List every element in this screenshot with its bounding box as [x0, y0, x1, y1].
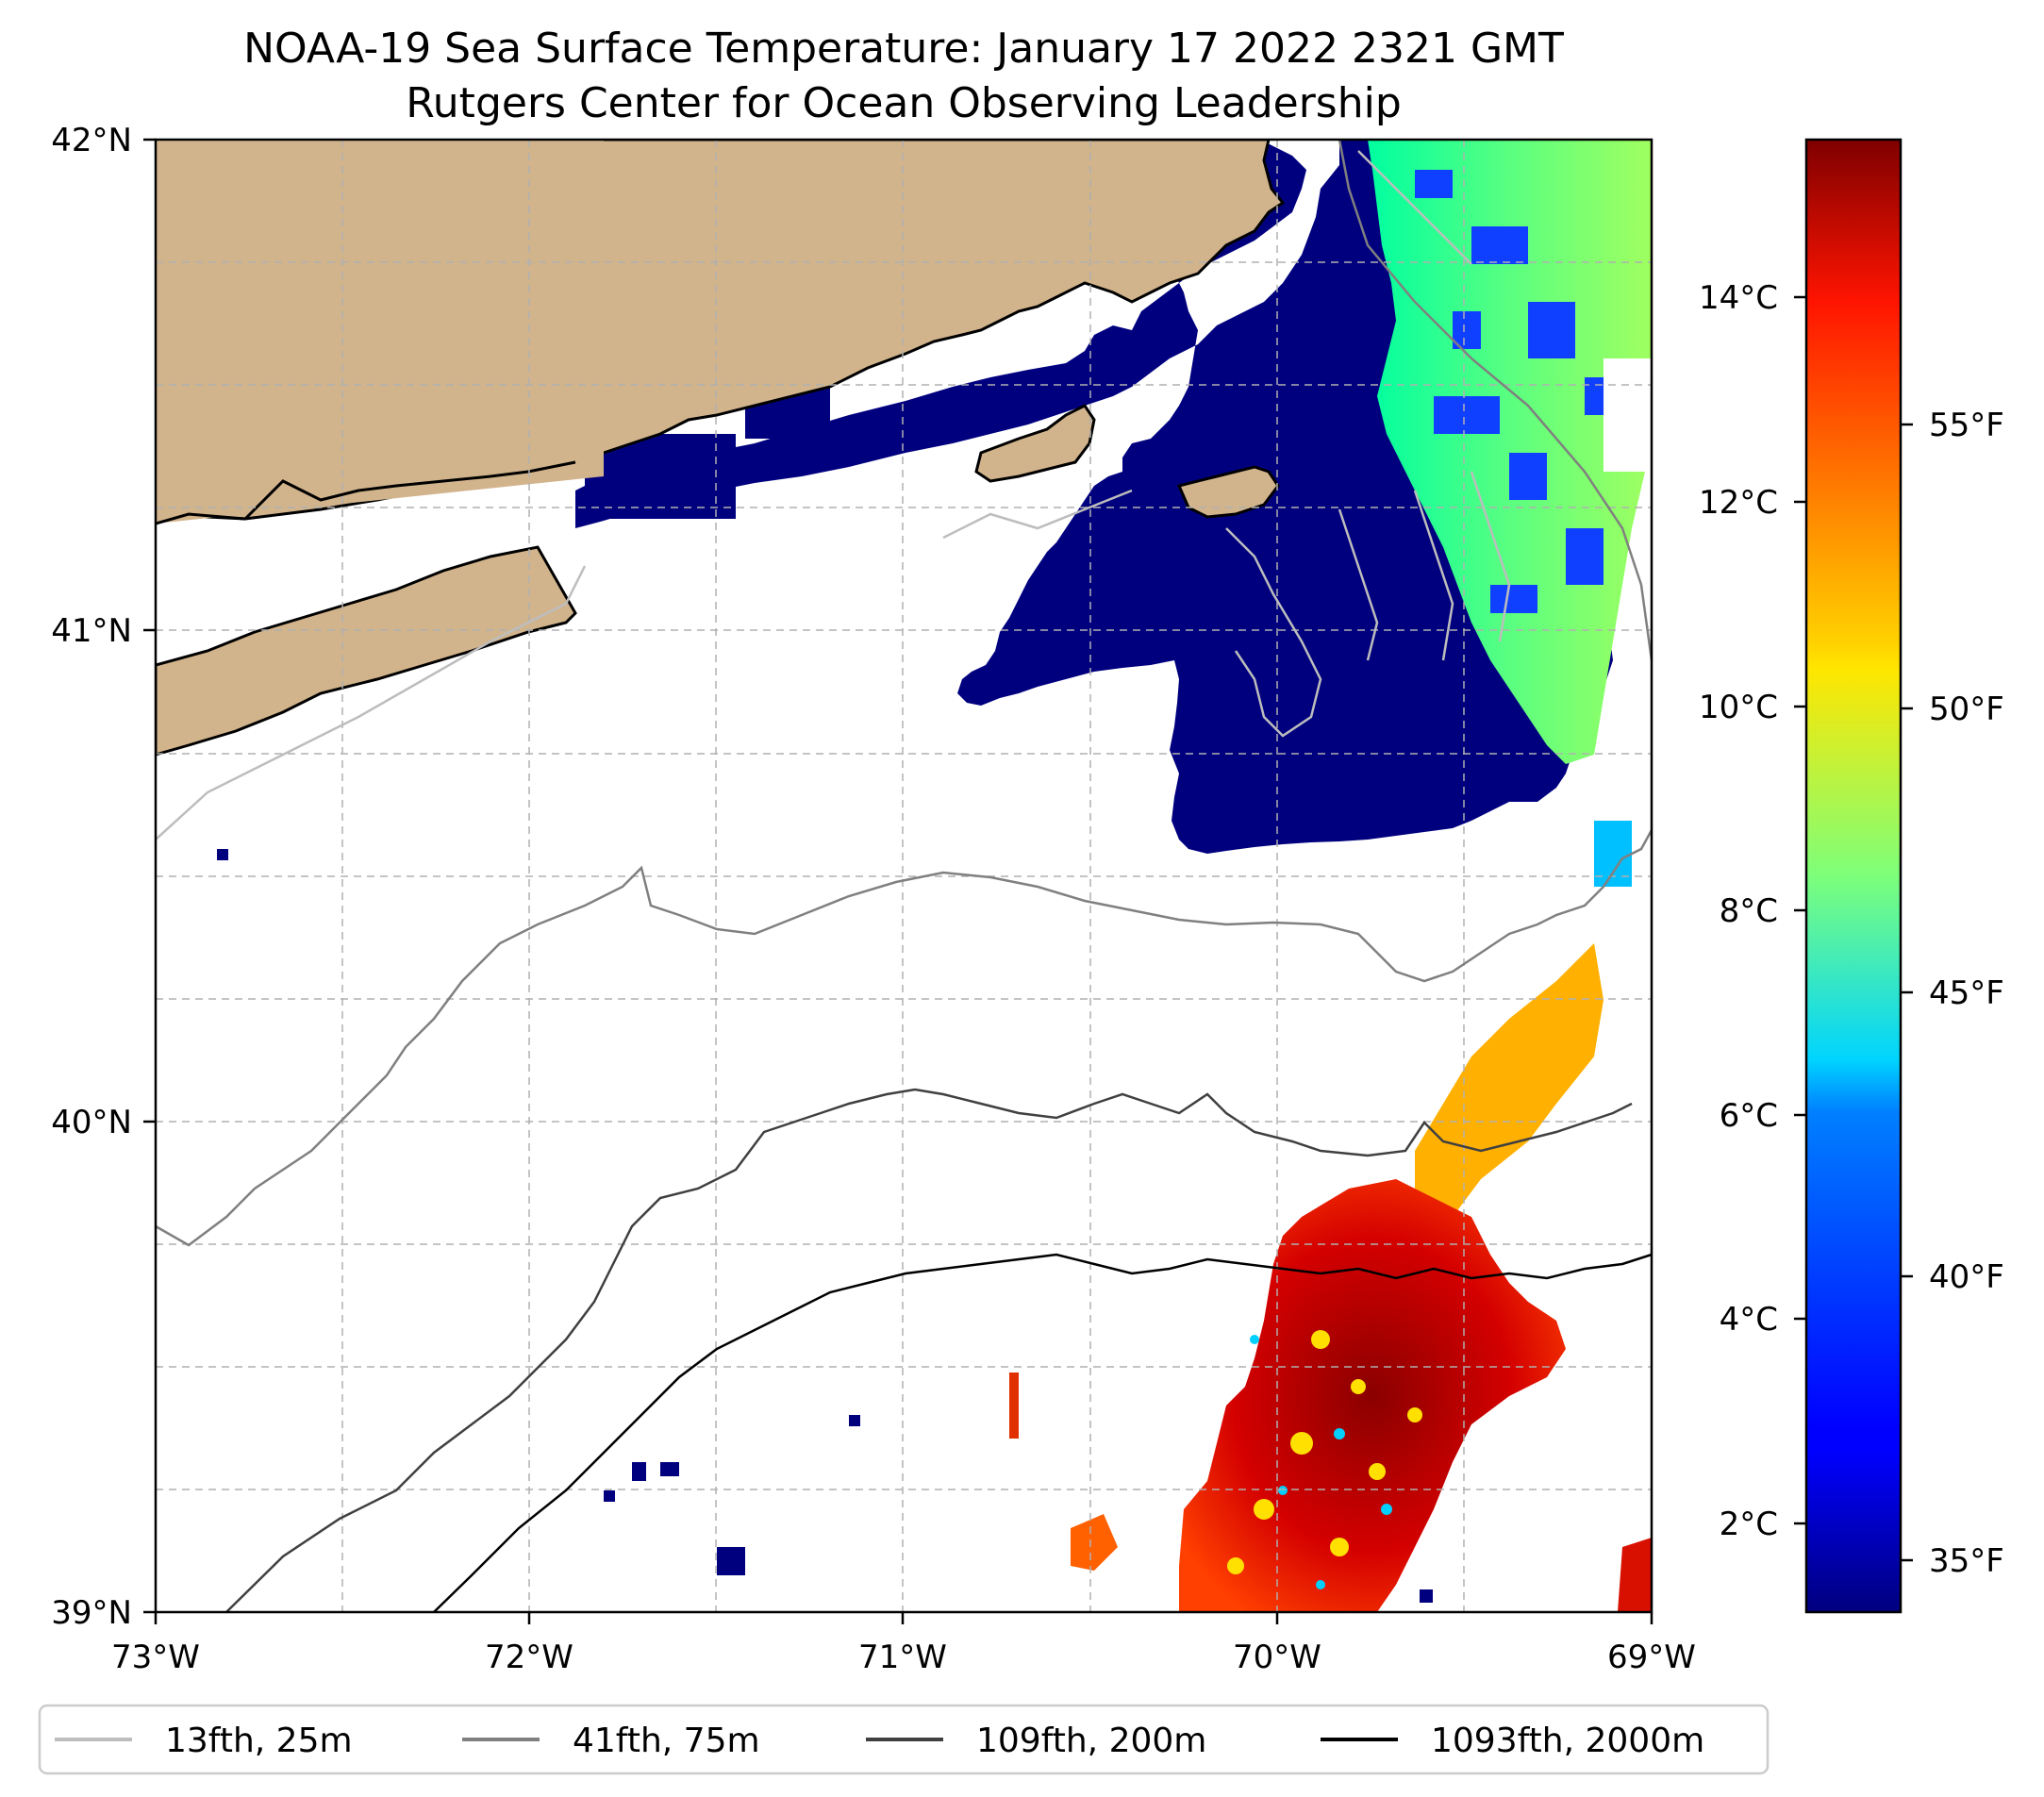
sst-shelf-region [1368, 140, 1652, 764]
axis-ticks [143, 138, 1653, 1624]
colorbar-label-2c: 2°C [1720, 1506, 1778, 1543]
lat-label-41n: 41°N [51, 612, 132, 650]
sst-cold-specks-south [217, 849, 1433, 1603]
coast-outline-south-ct [156, 460, 576, 525]
colorbar-label-50f: 50°F [1929, 691, 2004, 728]
legend-label-2000m: 1093fth, 2000m [1431, 1722, 1704, 1760]
gridlines [156, 140, 1652, 1612]
sst-warm-cool-spots [1250, 1335, 1392, 1589]
colorbar-ticks-f [1901, 423, 1913, 1562]
contour-25m [156, 150, 1511, 840]
sst-warm-speckle [1227, 1330, 1422, 1574]
lon-label-70w: 70°W [1233, 1639, 1321, 1676]
land-ct-coast-fill [156, 140, 604, 524]
contour-2000m [433, 1253, 1652, 1612]
land-nantucket [1176, 465, 1280, 519]
map-panel [156, 140, 1652, 1612]
legend: 13fth, 25m 41fth, 75m 109fth, 200m 1093f… [38, 1704, 1770, 1775]
sst-hot-region [1179, 1179, 1566, 1612]
map-title: NOAA-19 Sea Surface Temperature: January… [243, 25, 1564, 73]
colorbar-label-35f: 35°F [1929, 1542, 2004, 1580]
sst-warm-sliver [1009, 1373, 1019, 1439]
lon-label-72w: 72°W [485, 1639, 573, 1676]
colorbar [1804, 138, 1903, 1614]
colorbar-ticks-c [1794, 295, 1806, 1525]
lat-label-40n: 40°N [51, 1104, 132, 1141]
sst-warm-region [1415, 943, 1604, 1226]
colorbar-label-55f: 55°F [1929, 407, 2004, 444]
colorbar-label-12c: 12°C [1699, 484, 1778, 522]
lon-label-69w: 69°W [1607, 1639, 1696, 1676]
legend-label-200m: 109fth, 200m [976, 1722, 1206, 1760]
map-subtitle: Rutgers Center for Ocean Observing Leade… [406, 79, 1402, 127]
lon-label-71w: 71°W [858, 1639, 947, 1676]
contour-200m [225, 1088, 1633, 1612]
colorbar-label-6c: 6°C [1720, 1097, 1778, 1135]
land-martha-vineyard [974, 404, 1096, 483]
lat-label-39n: 39°N [51, 1594, 132, 1632]
sst-warm-patch-small [1071, 1514, 1118, 1571]
contour-75m [156, 140, 1652, 1247]
colorbar-label-10c: 10°C [1699, 689, 1778, 726]
sst-gap [1604, 358, 1652, 472]
land-long-island [156, 545, 577, 757]
sst-hot-patch-east [1618, 1538, 1652, 1612]
colorbar-label-4c: 4°C [1720, 1301, 1778, 1339]
lon-label-73w: 73°W [111, 1639, 200, 1676]
legend-label-25m: 13fth, 25m [165, 1722, 353, 1760]
colorbar-label-40f: 40°F [1929, 1258, 2004, 1296]
colorbar-label-45f: 45°F [1929, 974, 2004, 1012]
legend-label-75m: 41fth, 75m [573, 1722, 760, 1760]
colorbar-label-14c: 14°C [1699, 279, 1778, 317]
colorbar-label-8c: 8°C [1720, 892, 1778, 930]
sst-cold-region [575, 140, 1613, 854]
lat-label-42n: 42°N [51, 122, 132, 159]
